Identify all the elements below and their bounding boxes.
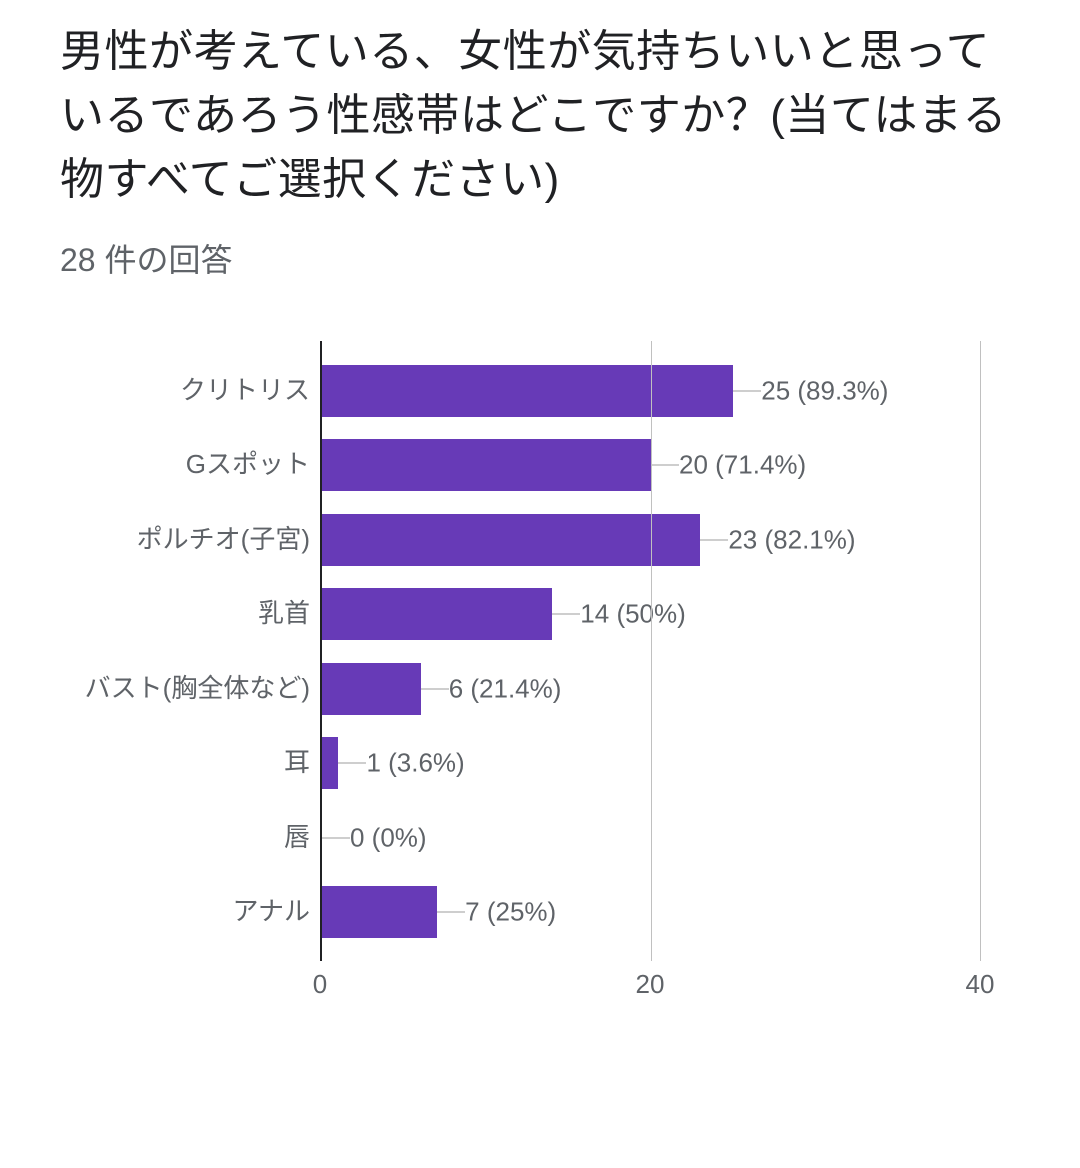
value-label: 0 (0%) [350,822,427,853]
category-label: ポルチオ(子宮) [62,525,322,555]
lead-line [552,614,580,615]
lead-line [437,912,465,913]
bar[interactable] [322,663,421,715]
value-label: 20 (71.4%) [679,450,806,481]
bar[interactable] [322,439,651,491]
chart-title: 男性が考えている、女性が気持ちいいと思っているであろう性感帯はどこですか？(当て… [60,20,1020,211]
value-label: 14 (50%) [580,599,686,630]
bar[interactable] [322,365,733,417]
bar[interactable] [322,514,700,566]
x-tick-label: 0 [313,969,327,1000]
category-label: クリトリス [62,376,322,406]
category-label: 乳首 [62,599,322,629]
chart-container: 男性が考えている、女性が気持ちいいと思っているであろう性感帯はどこですか？(当て… [0,0,1080,1051]
bar[interactable] [322,737,338,789]
chart-area: クリトリス 25 (89.3%) Gスポット 20 (71.4%) ポルチオ(子宮) 23… [60,341,1020,1011]
value-label: 23 (82.1%) [728,524,855,555]
lead-line [322,837,350,838]
category-label: Gスポット [62,450,322,480]
response-count: 28 件の回答 [60,235,1020,281]
value-label: 7 (25%) [465,897,556,928]
x-tick-label: 40 [966,969,995,1000]
lead-line [651,465,679,466]
lead-line [421,688,449,689]
category-label: アナル [62,897,322,927]
value-label: 25 (89.3%) [761,375,888,406]
value-label: 6 (21.4%) [449,673,562,704]
category-label: バスト(胸全体など) [62,674,322,704]
bar[interactable] [322,588,552,640]
category-label: 唇 [62,823,322,853]
gridline [980,341,981,961]
plot: クリトリス25 (89.3%)Gスポット20 (71.4%)ポルチオ(子宮)23… [320,341,980,961]
lead-line [733,390,761,391]
gridline [651,341,652,961]
x-tick-label: 20 [636,969,665,1000]
lead-line [338,763,366,764]
x-axis: 02040 [320,961,980,1011]
category-label: 耳 [62,748,322,778]
bar[interactable] [322,886,437,938]
value-label: 1 (3.6%) [366,748,464,779]
lead-line [700,539,728,540]
